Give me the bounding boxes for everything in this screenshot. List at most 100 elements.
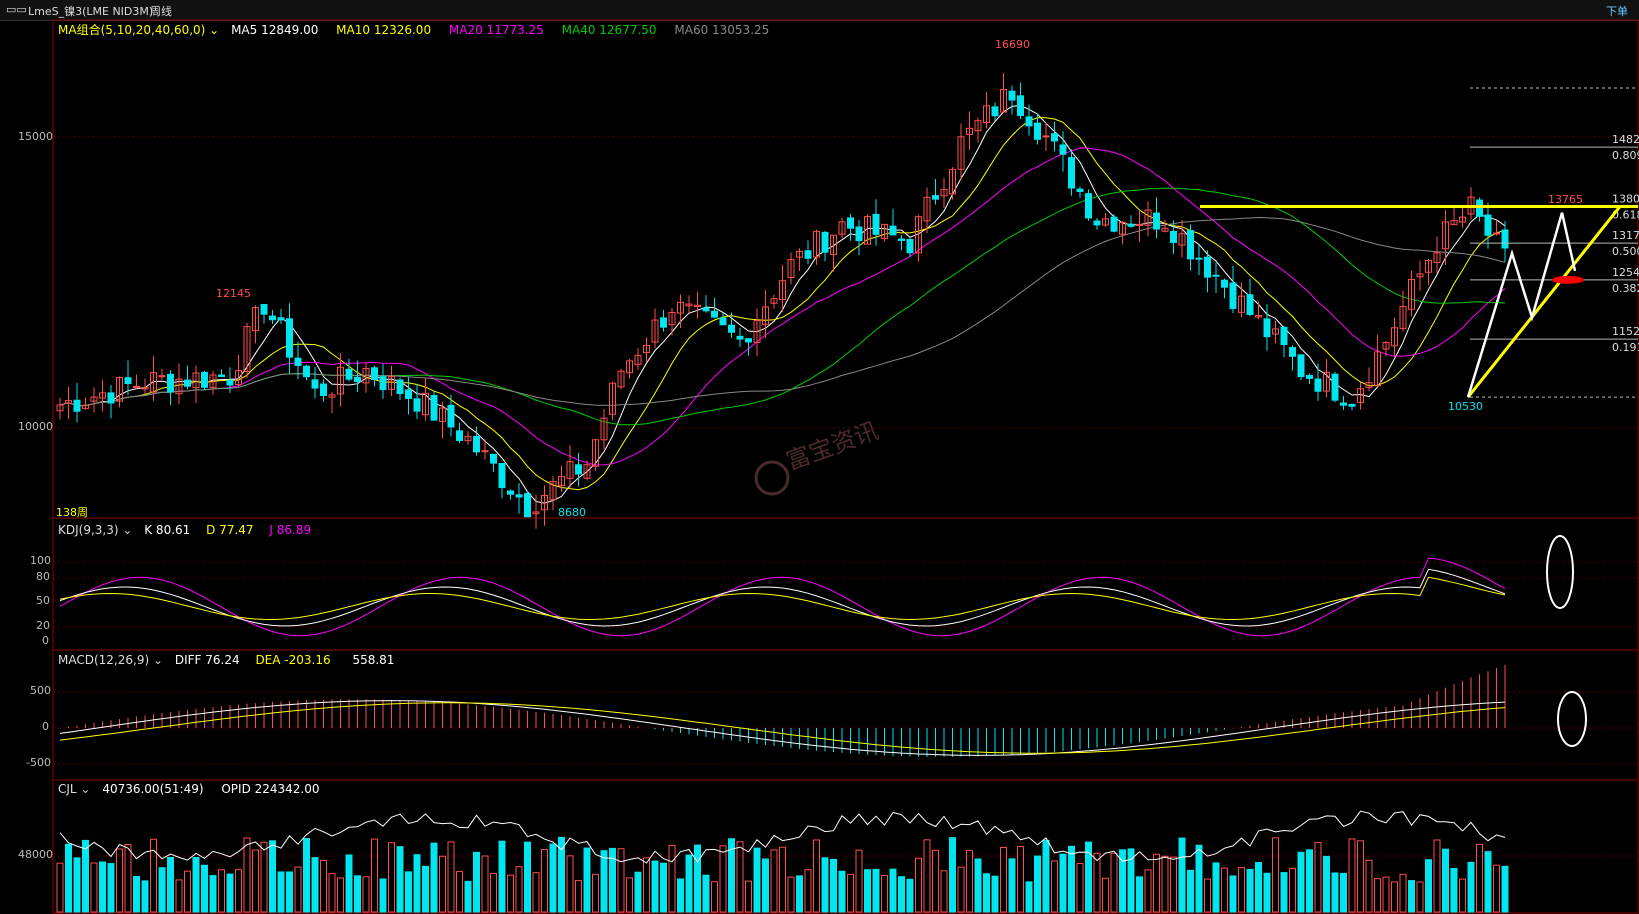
candle-body bbox=[456, 430, 463, 442]
volume-bar bbox=[1246, 868, 1254, 913]
candle-body bbox=[337, 366, 344, 395]
volume-bar bbox=[1195, 844, 1203, 913]
fib-price-label: 11526 bbox=[1612, 325, 1639, 338]
volume-bar bbox=[940, 870, 948, 913]
volume-bar bbox=[1102, 877, 1109, 913]
candle-body bbox=[311, 379, 319, 389]
kdj-tick-80: 80 bbox=[36, 570, 50, 583]
volume-bar bbox=[1314, 841, 1322, 913]
candle-body bbox=[260, 304, 268, 315]
candle-body bbox=[626, 360, 633, 374]
candle-body bbox=[1034, 122, 1041, 140]
candle-body bbox=[1501, 229, 1509, 249]
volume-bar bbox=[1408, 880, 1415, 913]
candle-body bbox=[1000, 89, 1007, 113]
candle-body bbox=[643, 344, 650, 354]
period-count: 138周 bbox=[56, 506, 88, 519]
candle-body bbox=[422, 392, 429, 416]
period-selector[interactable]: 周线 bbox=[150, 5, 172, 18]
candle-body bbox=[507, 490, 514, 495]
candle-body bbox=[872, 213, 880, 235]
candle-body bbox=[1484, 214, 1492, 236]
candle-body bbox=[634, 354, 642, 365]
volume-bar bbox=[1493, 864, 1500, 913]
macd-legend: MACD(12,26,9) ⌄ DIFF 76.24 DEA -203.16 5… bbox=[58, 653, 395, 667]
volume-bar bbox=[1187, 869, 1194, 913]
volume-bar bbox=[804, 869, 812, 913]
volume-bar bbox=[1204, 878, 1211, 913]
volume-bar bbox=[770, 849, 778, 913]
candle-body bbox=[1255, 315, 1262, 318]
volume-bar bbox=[260, 841, 268, 913]
volume-bar bbox=[1110, 852, 1118, 913]
volume-bar bbox=[1425, 859, 1432, 913]
volume-bar bbox=[702, 874, 710, 913]
macd-dea-line bbox=[59, 702, 1506, 754]
candle-body bbox=[558, 476, 565, 486]
volume-bar bbox=[396, 846, 404, 913]
volume-bar bbox=[728, 838, 735, 913]
candle-body bbox=[1195, 257, 1203, 260]
volume-bar bbox=[966, 850, 973, 913]
ma-legend: MA组合(5,10,20,40,60,0) ⌄ MA5 12849.00 MA1… bbox=[58, 23, 770, 37]
candle-body bbox=[192, 372, 200, 389]
volume-bar bbox=[889, 868, 897, 913]
candle-body bbox=[1348, 403, 1356, 407]
candle-body bbox=[983, 105, 990, 123]
volume-bar bbox=[1459, 878, 1466, 913]
volume-bar bbox=[949, 837, 956, 913]
volume-bar bbox=[447, 841, 455, 913]
macd-tick-neg500: -500 bbox=[26, 756, 51, 769]
order-button[interactable]: 下单 bbox=[1606, 5, 1628, 18]
volume-bar bbox=[473, 851, 480, 913]
kdj-selector[interactable]: KDJ(9,3,3) bbox=[58, 523, 119, 537]
candle-body bbox=[379, 376, 387, 391]
candle-body bbox=[677, 301, 684, 314]
macd-tick-500: 500 bbox=[30, 684, 51, 697]
candle-body bbox=[1340, 402, 1347, 406]
volume-bar bbox=[1034, 855, 1041, 913]
candle-body bbox=[99, 392, 106, 399]
candle-body bbox=[532, 511, 540, 515]
volume-bar bbox=[1272, 837, 1279, 913]
candle-body bbox=[1059, 144, 1067, 155]
volume-bar bbox=[345, 854, 353, 913]
volume-bar bbox=[1323, 855, 1330, 913]
candle-body bbox=[566, 461, 574, 479]
candle-body bbox=[1323, 371, 1330, 392]
volume-bar bbox=[1255, 862, 1262, 913]
trend-line bbox=[1466, 205, 1622, 399]
candle-body bbox=[133, 385, 140, 388]
volume-bar bbox=[1144, 869, 1152, 913]
macd-selector[interactable]: MACD(12,26,9) bbox=[58, 653, 150, 667]
ma5-value: MA5 12849.00 bbox=[231, 23, 319, 37]
volume-bar bbox=[1212, 862, 1220, 913]
candle-body bbox=[1187, 230, 1194, 260]
candle-body bbox=[991, 106, 999, 117]
candle-body bbox=[1374, 351, 1381, 387]
candle-body bbox=[949, 168, 956, 195]
window-icon[interactable]: ▭▭ bbox=[6, 3, 27, 16]
macd-dea: DEA -203.16 bbox=[255, 653, 331, 667]
candle-body bbox=[184, 379, 191, 387]
candle-body bbox=[711, 310, 718, 318]
watermark-text: 富宝资讯 bbox=[782, 416, 882, 475]
candle-body bbox=[617, 370, 625, 388]
volume-bar bbox=[73, 857, 81, 913]
volume-bar bbox=[600, 850, 608, 913]
candle-body bbox=[1085, 193, 1092, 219]
fib-ratio-label: 0.618 bbox=[1612, 208, 1639, 221]
y-tick-10000: 10000 bbox=[18, 420, 53, 433]
volume-bar bbox=[175, 879, 183, 913]
ma-group-selector[interactable]: MA组合(5,10,20,40,60,0) bbox=[58, 23, 206, 37]
target-marker bbox=[1552, 275, 1584, 284]
volume-bar bbox=[685, 854, 693, 913]
volume-bar bbox=[303, 838, 310, 913]
volume-bar bbox=[813, 839, 820, 913]
volume-bar bbox=[498, 840, 506, 913]
candle-body bbox=[1357, 388, 1364, 403]
volume-selector[interactable]: CJL bbox=[58, 782, 77, 796]
candle-body bbox=[898, 238, 905, 241]
volume-bar bbox=[464, 880, 472, 913]
volume-bar bbox=[668, 844, 676, 913]
